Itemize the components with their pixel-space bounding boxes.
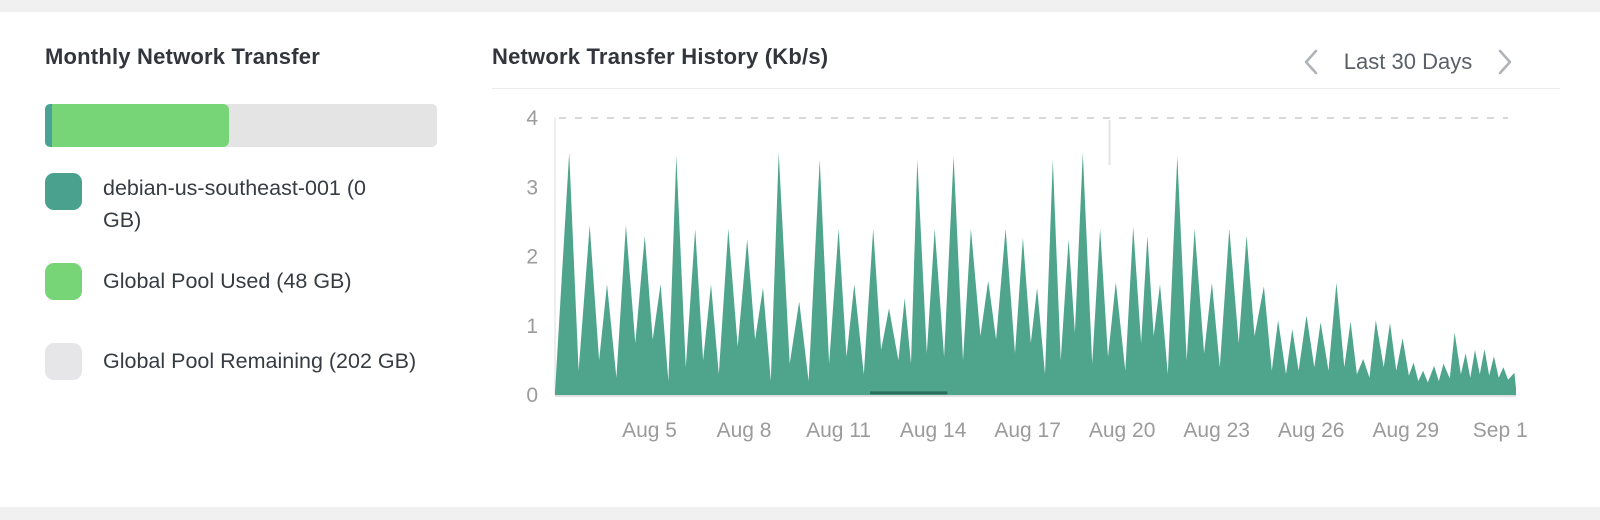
- date-range-selector: Last 30 Days: [1300, 44, 1516, 80]
- legend-swatch-pool-remaining: [45, 343, 82, 380]
- legend-item-debian: debian-us-southeast-001 (0 GB): [45, 172, 403, 236]
- legend-label-pool-used: Global Pool Used (48 GB): [103, 269, 352, 293]
- network-history-title: Network Transfer History (Kb/s): [492, 44, 829, 69]
- legend-item-pool-remaining: Global Pool Remaining (202 GB): [45, 342, 416, 380]
- panel-divider: [492, 88, 1560, 89]
- usage-bar-segment-debian: [45, 104, 53, 147]
- dashboard-card: [0, 12, 1600, 507]
- chevron-left-icon[interactable]: [1300, 46, 1322, 78]
- legend-swatch-debian: [45, 173, 82, 210]
- legend-item-pool-used: Global Pool Used (48 GB): [45, 262, 352, 300]
- legend-label-debian: debian-us-southeast-001 (0 GB): [103, 176, 366, 232]
- monthly-transfer-title: Monthly Network Transfer: [45, 44, 320, 69]
- chevron-right-icon[interactable]: [1494, 46, 1516, 78]
- legend-swatch-pool-used: [45, 263, 82, 300]
- range-label: Last 30 Days: [1343, 49, 1473, 74]
- usage-bar-segment-remaining: [229, 104, 437, 147]
- usage-bar-segment-used: [52, 104, 230, 147]
- legend-label-pool-remaining: Global Pool Remaining (202 GB): [103, 349, 417, 373]
- transfer-usage-bar: [45, 104, 437, 147]
